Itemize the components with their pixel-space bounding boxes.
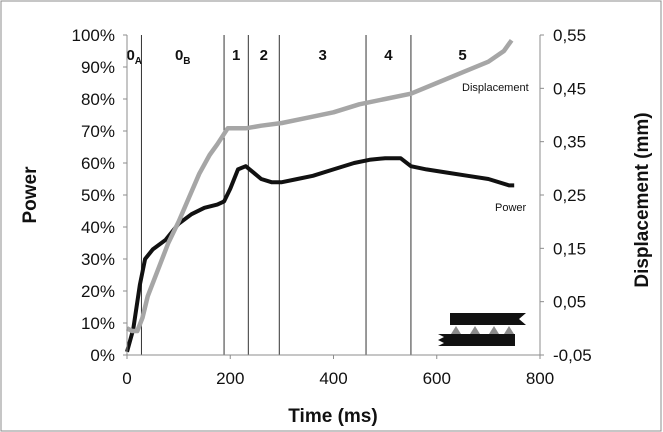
y-right-tick-label: 0,35: [553, 133, 586, 152]
series-line-power: [125, 156, 515, 353]
x-axis-title: Time (ms): [288, 406, 377, 427]
y-left-tick-label: 80%: [81, 90, 115, 109]
y-left-tick-label: 0%: [90, 346, 115, 365]
phase-label: 1: [232, 47, 240, 64]
y-right-tick-label: 0,45: [553, 79, 586, 98]
y-left-tick-label: 50%: [81, 186, 115, 205]
y-right-tick-label: 0,05: [553, 293, 586, 312]
y-left-tick-label: 30%: [81, 250, 115, 269]
phase-label: 3: [318, 47, 326, 64]
annotation-power: Power: [495, 202, 527, 214]
annotation-displacement: Displacement: [462, 82, 529, 94]
series-layer: [125, 38, 515, 353]
phase-label: 0B: [175, 47, 191, 67]
y-right-tick-labels: -0,05 0,05 0,15 0,25 0,35 0,45 0,55: [540, 26, 592, 365]
y-right-tick-label: 0,55: [553, 26, 586, 45]
x-tick-label: 400: [319, 369, 347, 388]
phase-label: 5: [458, 47, 466, 64]
y-right-tick-label: -0,05: [553, 346, 592, 365]
y-axis-right-title: Displacement (mm): [632, 112, 653, 287]
x-tick-labels: 0 200 400 600 800: [122, 355, 554, 388]
y-axis-left-title: Power: [20, 166, 41, 224]
y-left-tick-label: 70%: [81, 122, 115, 141]
phase-label: 0A: [126, 47, 142, 67]
x-tick-label: 600: [423, 369, 451, 388]
y-left-tick-label: 60%: [81, 154, 115, 173]
phase-label: 2: [260, 47, 268, 64]
y-right-tick-label: 0,15: [553, 239, 586, 258]
y-left-tick-labels: 0% 10% 20% 30% 40% 50% 60% 70% 80% 90% 100%: [72, 26, 127, 365]
y-left-tick-label: 10%: [81, 314, 115, 333]
y-left-tick-label: 100%: [72, 26, 115, 45]
phase-boundaries: [140, 35, 412, 355]
x-tick-label: 0: [122, 369, 131, 388]
clamp-icon: [438, 313, 526, 346]
x-tick-label: 800: [526, 369, 554, 388]
y-right-tick-label: 0,25: [553, 186, 586, 205]
series-line-displacement: [125, 38, 514, 334]
y-left-tick-label: 90%: [81, 58, 115, 77]
phase-labels: 0A 0B 1 2 3 4 5: [126, 47, 466, 67]
phase-label: 4: [384, 47, 393, 64]
y-left-tick-label: 40%: [81, 218, 115, 237]
x-tick-label: 200: [216, 369, 244, 388]
y-left-tick-label: 20%: [81, 282, 115, 301]
